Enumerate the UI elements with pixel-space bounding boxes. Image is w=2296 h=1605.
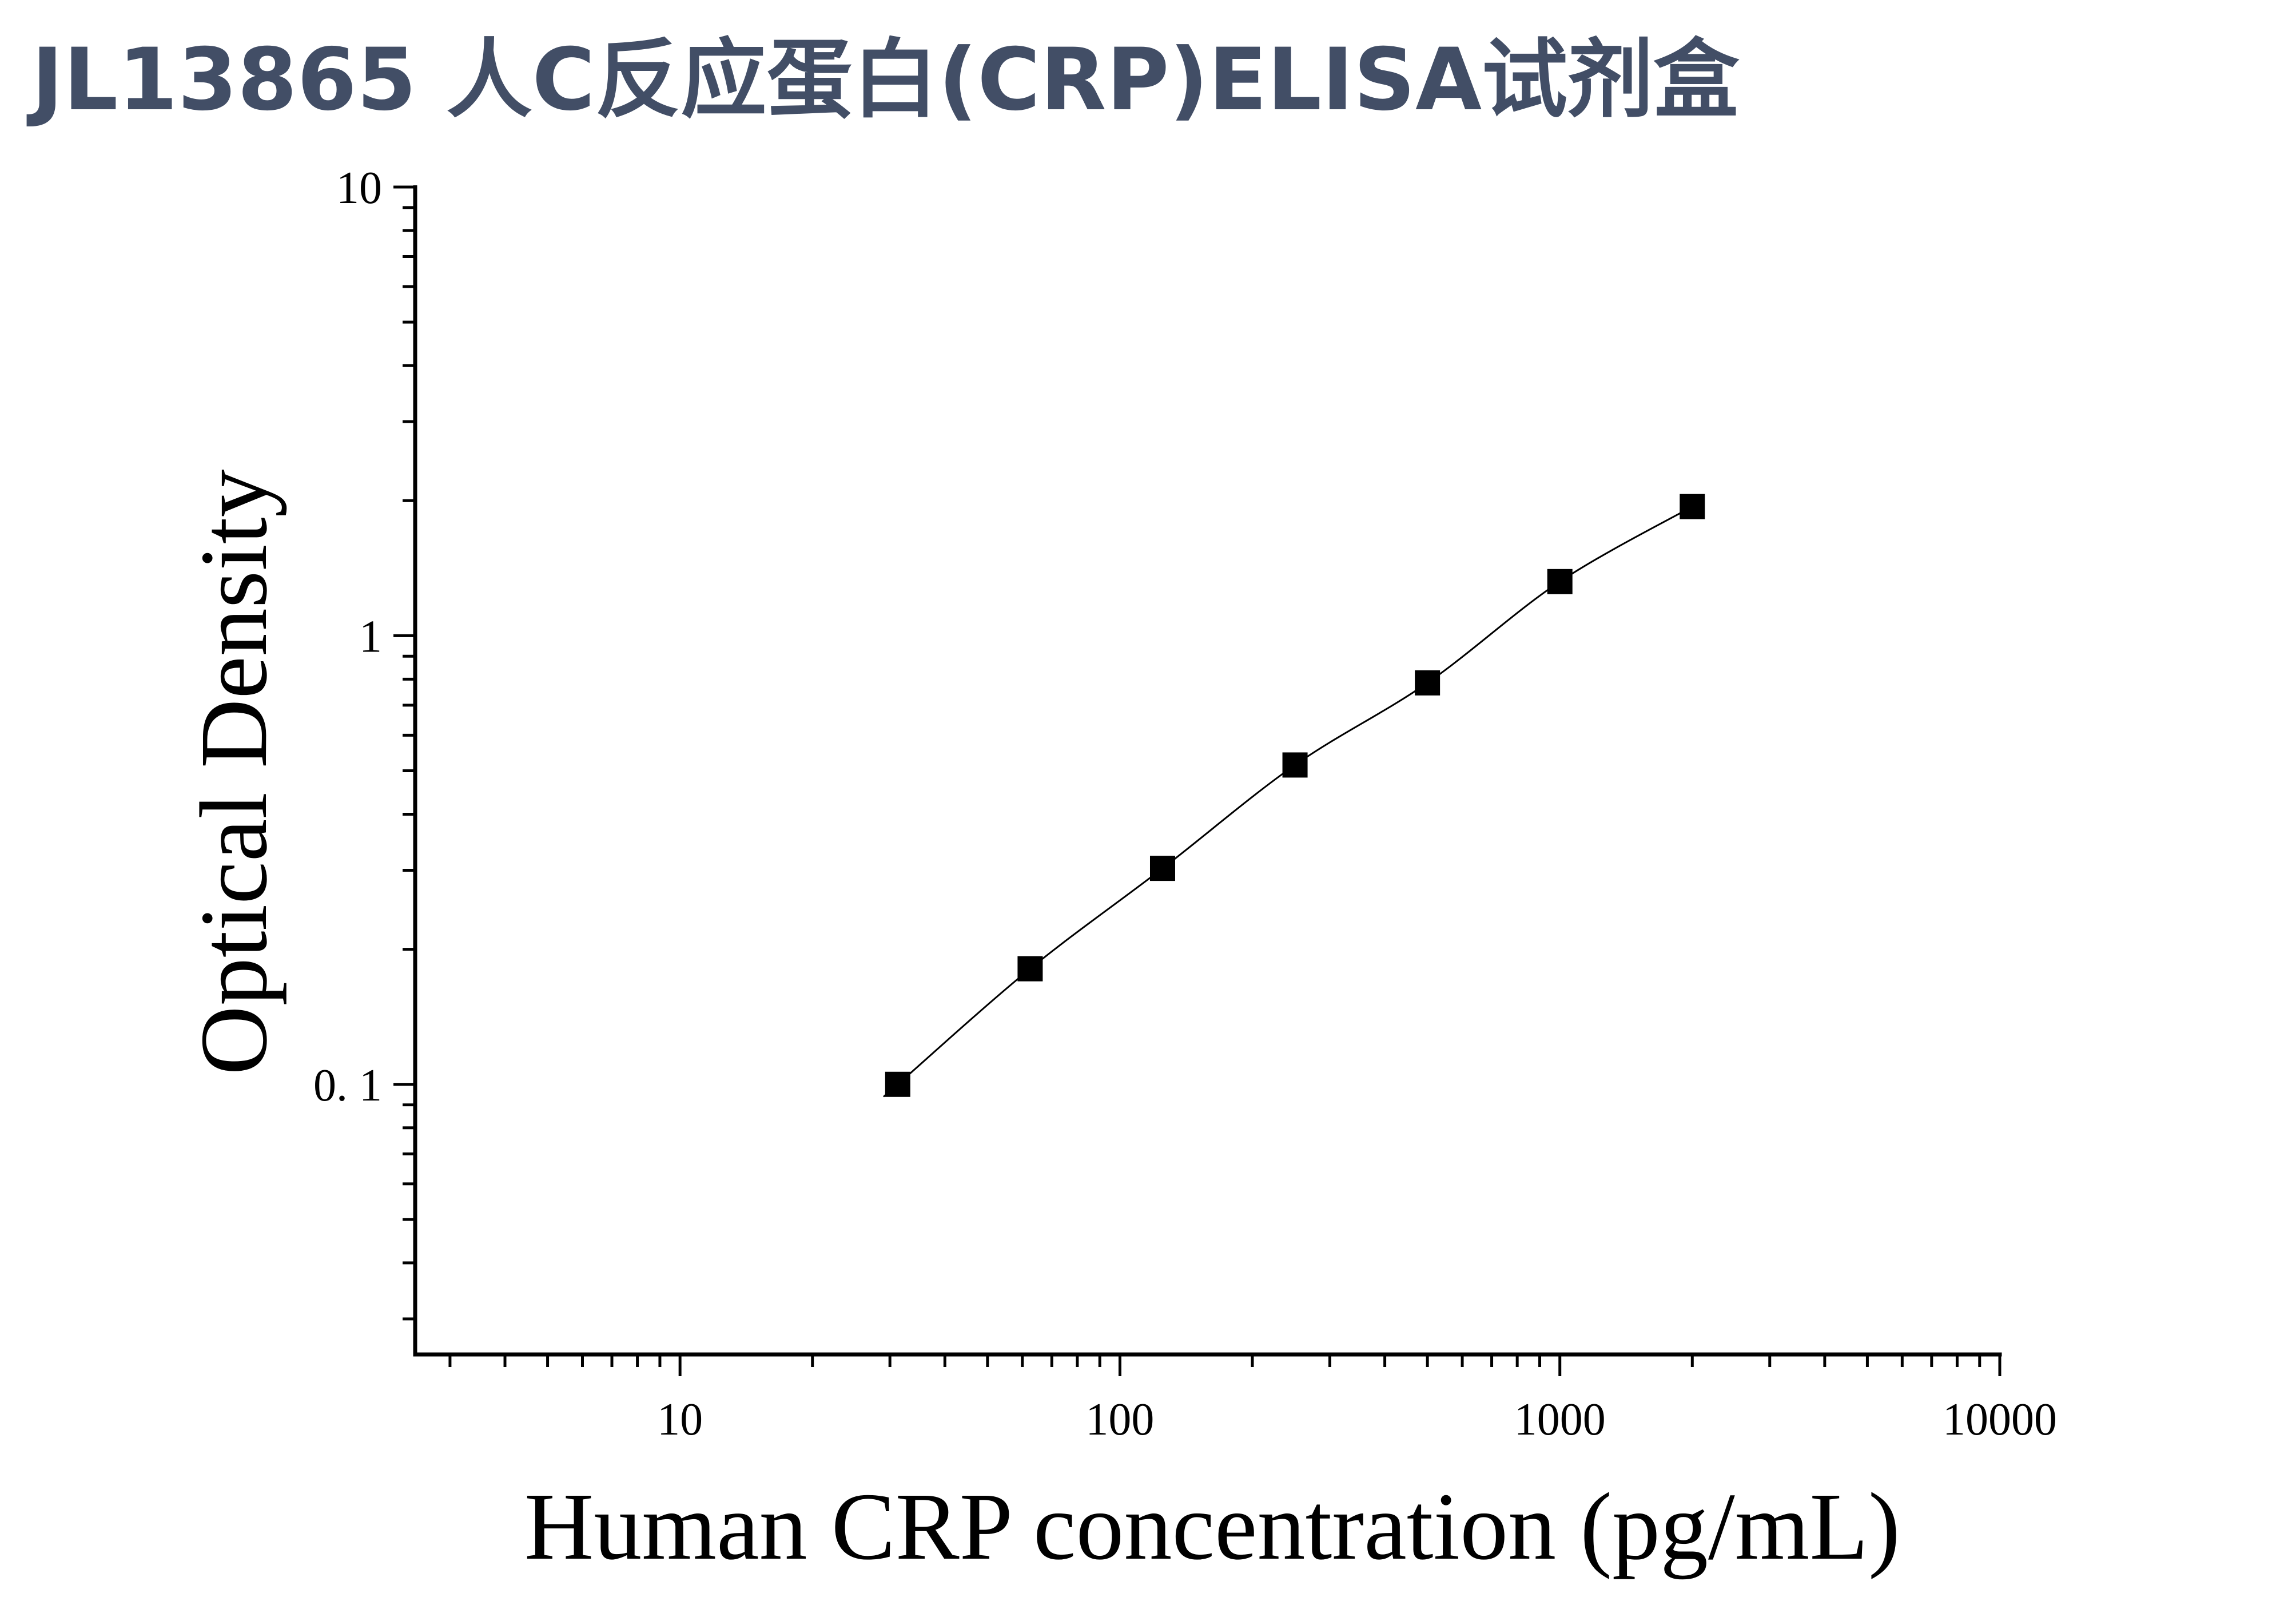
x-axis-label: Human CRP concentration (pg/mL) xyxy=(524,1473,1900,1580)
data-point xyxy=(1282,752,1308,778)
y-axis-label: Optical Density xyxy=(181,469,287,1075)
axes: 10 100 1000 10000 0. 1 1 10 xyxy=(313,163,2057,1445)
fit-curve xyxy=(883,506,1693,1097)
y-tick-label: 10 xyxy=(336,163,382,213)
axis-labels: Human CRP concentration (pg/mL) Optical … xyxy=(181,469,1900,1580)
data-point xyxy=(1547,569,1573,594)
data-point xyxy=(1415,670,1441,696)
x-tick-label: 100 xyxy=(1085,1395,1154,1445)
data-point xyxy=(1017,956,1043,982)
x-tick-label: 10 xyxy=(657,1395,703,1445)
y-tick-label: 0. 1 xyxy=(313,1060,382,1111)
fit-curve-layer xyxy=(883,506,1693,1097)
y-tick-label: 1 xyxy=(359,611,382,662)
x-tick-label: 10000 xyxy=(1943,1395,2057,1445)
data-point xyxy=(1149,856,1175,881)
page-title: JL13865 人C反应蛋白(CRP)ELISA试剂盒 xyxy=(31,30,1740,130)
x-tick-label: 1000 xyxy=(1514,1395,1606,1445)
data-points xyxy=(885,494,1705,1097)
data-point xyxy=(1680,494,1705,519)
data-point xyxy=(885,1071,910,1097)
